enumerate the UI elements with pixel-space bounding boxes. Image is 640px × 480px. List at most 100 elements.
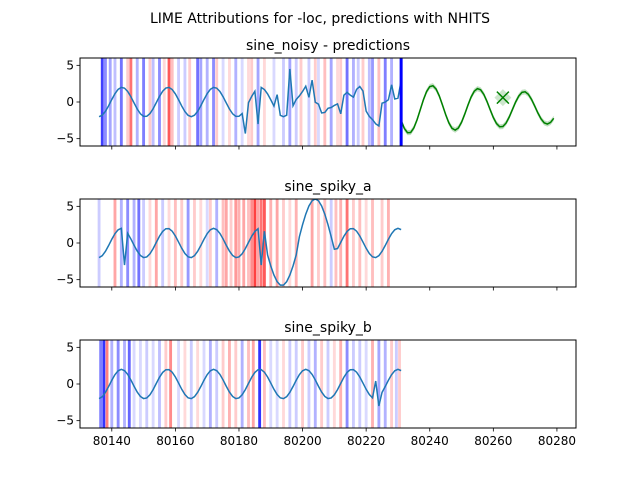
series-line bbox=[98, 368, 402, 407]
attribution-band bbox=[142, 199, 146, 287]
attribution-band bbox=[317, 58, 320, 146]
attribution-band bbox=[102, 340, 106, 428]
ytick-label: 0 bbox=[66, 95, 74, 109]
attribution-band bbox=[167, 199, 171, 287]
attribution-band bbox=[251, 340, 255, 428]
attribution-band bbox=[250, 199, 254, 287]
attribution-band bbox=[352, 199, 355, 287]
attribution-band bbox=[310, 199, 314, 287]
attribution-band bbox=[186, 199, 190, 287]
attribution-band bbox=[334, 199, 338, 287]
xtick-label: 80280 bbox=[538, 434, 576, 448]
ytick-label: 5 bbox=[66, 199, 74, 213]
attribution-band bbox=[345, 199, 349, 287]
attribution-band bbox=[158, 58, 161, 146]
ytick-label: 5 bbox=[66, 340, 74, 354]
attribution-band bbox=[116, 340, 120, 428]
attribution-band bbox=[199, 58, 203, 146]
subplot-title: sine_noisy - predictions bbox=[246, 38, 410, 54]
attribution-band bbox=[288, 58, 292, 146]
prediction-marker bbox=[496, 91, 510, 105]
subplot-title: sine_spiky_a bbox=[284, 179, 371, 195]
attribution-band bbox=[352, 340, 355, 428]
ytick-label: −5 bbox=[56, 273, 74, 287]
attribution-band bbox=[113, 199, 117, 287]
attribution-band bbox=[275, 340, 279, 428]
subplot-2: sine_spiky_a 5 0 −5 bbox=[56, 179, 577, 291]
attribution-band bbox=[148, 199, 152, 287]
ytick-label: −5 bbox=[56, 414, 74, 428]
attribution-band bbox=[183, 58, 187, 146]
plot-area bbox=[98, 58, 555, 146]
attribution-band bbox=[188, 58, 192, 146]
attribution-band bbox=[262, 340, 266, 428]
attribution-band bbox=[275, 199, 279, 287]
attribution-band bbox=[100, 58, 104, 146]
attribution-band bbox=[364, 199, 368, 287]
attribution-band bbox=[234, 340, 238, 428]
attribution-band bbox=[161, 199, 165, 287]
attribution-band bbox=[170, 58, 174, 146]
attribution-band bbox=[323, 58, 327, 146]
prediction-line bbox=[400, 84, 555, 134]
attribution-band bbox=[307, 58, 311, 146]
attribution-band bbox=[256, 58, 260, 146]
xtick-label: 80200 bbox=[283, 434, 321, 448]
attribution-band bbox=[196, 58, 200, 146]
figure-suptitle: LIME Attributions for -loc, predictions … bbox=[150, 11, 490, 27]
attribution-band bbox=[358, 199, 362, 287]
plot-area bbox=[97, 199, 402, 287]
attribution-band bbox=[234, 199, 238, 287]
attribution-band bbox=[240, 58, 244, 146]
attribution-band bbox=[221, 199, 225, 287]
attribution-band bbox=[137, 199, 141, 287]
attribution-band bbox=[229, 199, 233, 287]
attribution-band bbox=[135, 58, 139, 146]
prediction-marker-band bbox=[494, 89, 512, 107]
attribution-band bbox=[367, 58, 371, 146]
attribution-band bbox=[390, 340, 394, 428]
attribution-band bbox=[294, 340, 298, 428]
attribution-band bbox=[258, 340, 262, 428]
attribution-band bbox=[288, 199, 292, 287]
attribution-band bbox=[167, 58, 171, 146]
attribution-band bbox=[110, 340, 114, 428]
attribution-band bbox=[162, 58, 166, 146]
attribution-band bbox=[352, 58, 355, 146]
attribution-band bbox=[215, 340, 219, 428]
attribution-band bbox=[320, 340, 324, 428]
attribution-band bbox=[253, 199, 257, 287]
attribution-band bbox=[390, 58, 394, 146]
attribution-band bbox=[358, 340, 362, 428]
attribution-band bbox=[345, 58, 349, 146]
attribution-band bbox=[228, 58, 231, 146]
attribution-band bbox=[294, 58, 298, 146]
attribution-band bbox=[193, 199, 196, 287]
attribution-band bbox=[307, 340, 311, 428]
attribution-band bbox=[356, 58, 360, 146]
attribution-band bbox=[224, 199, 228, 287]
attribution-band bbox=[317, 199, 320, 287]
attribution-band bbox=[158, 340, 161, 428]
attribution-band bbox=[339, 58, 343, 146]
attribution-band bbox=[386, 199, 390, 287]
attribution-band bbox=[240, 340, 244, 428]
attribution-band bbox=[371, 199, 374, 287]
attribution-band bbox=[299, 58, 303, 146]
attribution-band bbox=[215, 199, 219, 287]
attribution-band bbox=[288, 340, 292, 428]
attribution-band bbox=[371, 340, 374, 428]
attribution-band bbox=[380, 199, 384, 287]
attribution-band bbox=[129, 58, 133, 146]
attribution-band bbox=[394, 340, 398, 428]
attribution-band bbox=[326, 340, 330, 428]
attribution-band bbox=[228, 340, 231, 428]
ytick-label: −5 bbox=[56, 132, 74, 146]
attribution-band bbox=[282, 340, 285, 428]
attribution-band bbox=[221, 58, 225, 146]
xtick-label: 80220 bbox=[347, 434, 385, 448]
xtick-label: 80140 bbox=[93, 434, 131, 448]
attribution-band bbox=[332, 340, 336, 428]
